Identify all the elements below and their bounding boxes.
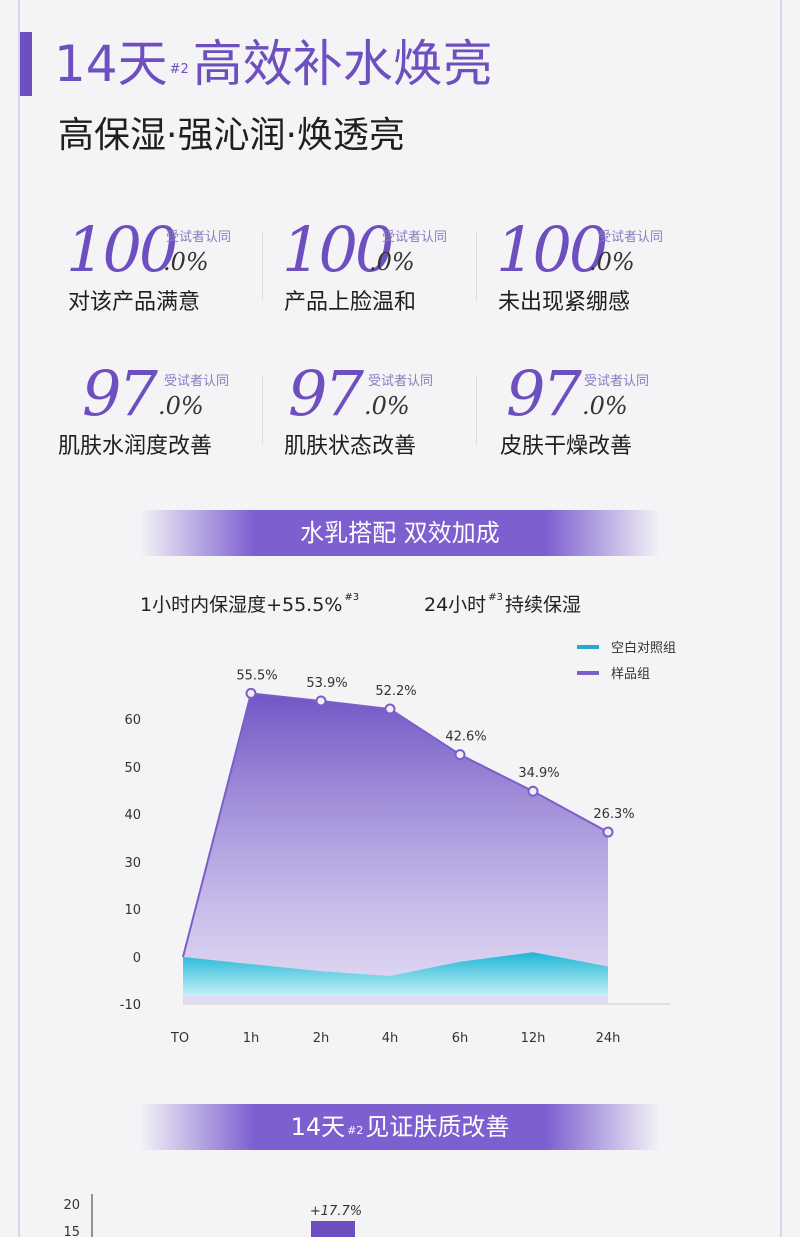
stat-description: 肌肤状态改善 <box>284 434 417 459</box>
stat-number: 100 <box>496 213 608 286</box>
sample-point <box>454 749 466 761</box>
stat-divider <box>262 232 263 300</box>
y-tick-label: 15 <box>63 1225 80 1237</box>
sample-data-label: 55.5% <box>236 668 277 683</box>
stat-number: 97 <box>506 357 582 430</box>
sample-data-label: 52.2% <box>375 684 416 699</box>
legend-swatch-sample <box>577 671 599 675</box>
sample-point <box>602 826 614 838</box>
x-tick-label: 24h <box>596 1031 621 1046</box>
stat-satisfaction: 100 受试者认同 .0% 对该产品满意 <box>66 218 276 338</box>
note-text: 1小时内保湿度+55.5% <box>140 594 343 616</box>
page-subtitle: 高保湿·强沁润·焕透亮 <box>58 115 405 156</box>
sample-data-label: 26.3% <box>593 807 634 822</box>
sample-data-label: 42.6% <box>445 730 486 745</box>
title-rest: 高效补水焕亮 <box>192 35 493 93</box>
stat-moisture: 97 受试者认同 .0% 肌肤水润度改善 <box>58 357 292 482</box>
banner-footnote: #2 <box>347 1124 364 1137</box>
page-frame <box>18 0 782 1237</box>
stat-decimal: .0% <box>158 392 204 420</box>
x-tick-label: 4h <box>382 1031 399 1046</box>
note-footnote: #3 <box>488 592 503 603</box>
y-tick-label: -10 <box>120 998 141 1013</box>
stat-number: 100 <box>282 213 394 286</box>
x-tick-label: 1h <box>243 1031 260 1046</box>
legend-label-sample: 样品组 <box>611 667 650 682</box>
sample-data-label: 34.9% <box>518 766 559 781</box>
stat-divider <box>476 376 477 444</box>
y-tick-label: 10 <box>124 903 141 918</box>
stat-description: 未出现紧绷感 <box>498 290 631 315</box>
stat-skin-state: 97 受试者认同 .0% 肌肤状态改善 <box>284 357 498 482</box>
sample-point <box>315 695 327 707</box>
sample-point <box>245 687 257 699</box>
stat-description: 肌肤水润度改善 <box>58 434 213 459</box>
y-tick-label: 30 <box>124 856 141 871</box>
stat-decimal: .0% <box>582 392 628 420</box>
stat-number: 97 <box>288 357 364 430</box>
banner-text: 见证肤质改善 <box>365 1113 510 1141</box>
stat-divider <box>476 232 477 300</box>
note-hydration-24h: 24小时 #3 持续保湿 <box>424 590 581 617</box>
y-tick-label: 60 <box>124 713 141 728</box>
banner-text: 14天 <box>290 1113 346 1141</box>
title-footnote: #2 <box>169 62 189 77</box>
sample-point <box>384 703 396 715</box>
section-banner-skin-improvement: 14天 #2见证肤质改善 <box>140 1104 660 1150</box>
page-title: 14天 #2高效补水焕亮 <box>54 34 493 94</box>
stat-dryness: 97 受试者认同 .0% 皮肤干燥改善 <box>500 357 716 482</box>
sample-data-label: 53.9% <box>306 676 347 691</box>
sample-area <box>183 693 608 1004</box>
stat-description: 产品上脸温和 <box>284 290 417 315</box>
note-text: 持续保湿 <box>504 594 581 616</box>
note-footnote: #3 <box>344 592 360 603</box>
control-area <box>183 952 608 996</box>
legend-swatch-control <box>577 645 599 649</box>
stat-number: 100 <box>66 213 178 286</box>
x-tick-label: 12h <box>521 1031 546 1046</box>
stat-decimal: .0% <box>364 392 410 420</box>
stat-badge: 受试者认同 <box>164 374 230 389</box>
stat-badge: 受试者认同 <box>166 230 232 245</box>
stat-badge: 受试者认同 <box>598 230 664 245</box>
legend-label-control: 空白对照组 <box>611 640 676 656</box>
stat-description: 皮肤干燥改善 <box>500 434 633 459</box>
stat-no-tightness: 100 受试者认同 .0% 未出现紧绷感 <box>496 218 706 338</box>
stat-mildness: 100 受试者认同 .0% 产品上脸温和 <box>282 218 492 338</box>
stat-badge: 受试者认同 <box>382 230 448 245</box>
note-text: 24小时 <box>424 594 487 616</box>
stat-description: 对该产品满意 <box>68 290 201 315</box>
note-hydration-1h: 1小时内保湿度+55.5% #3 <box>140 590 361 617</box>
y-tick-label: 0 <box>133 951 141 966</box>
stat-decimal: .0% <box>369 248 415 276</box>
bar-data-label: +17.7% <box>310 1204 362 1219</box>
stat-badge: 受试者认同 <box>584 374 650 389</box>
y-tick-label: 50 <box>124 761 141 776</box>
y-tick-label: 40 <box>124 808 141 823</box>
sample-point <box>527 785 539 797</box>
stat-badge: 受试者认同 <box>368 374 434 389</box>
stat-divider <box>262 376 263 444</box>
title-accent-bar <box>20 32 32 96</box>
y-tick-label: 20 <box>63 1198 80 1213</box>
x-tick-label: 6h <box>452 1031 469 1046</box>
x-tick-label: 2h <box>313 1031 330 1046</box>
stat-decimal: .0% <box>163 248 209 276</box>
x-tick-label: TO <box>170 1031 189 1046</box>
bar <box>311 1221 355 1237</box>
title-main: 14天 <box>54 35 168 93</box>
section-banner-synergy: 水乳搭配 双效加成 <box>140 510 660 556</box>
stat-decimal: .0% <box>589 248 635 276</box>
stat-number: 97 <box>82 357 158 430</box>
